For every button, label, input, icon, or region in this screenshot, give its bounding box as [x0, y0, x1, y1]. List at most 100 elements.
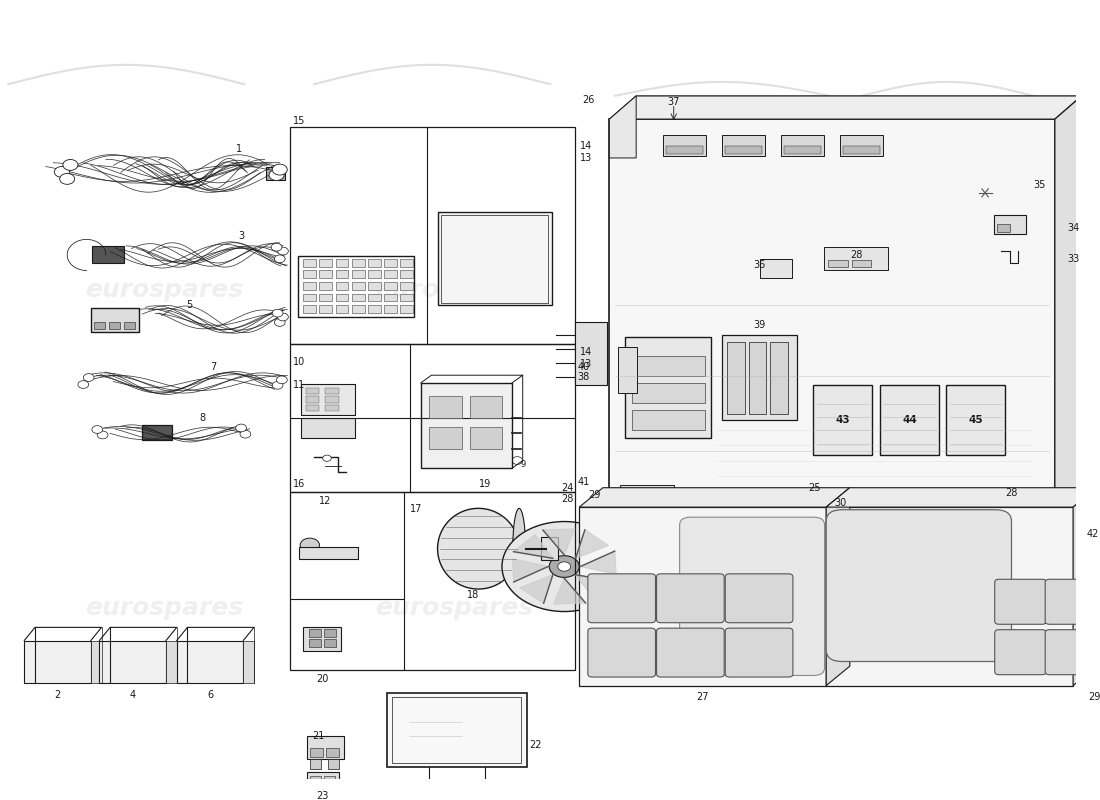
Circle shape [512, 457, 522, 465]
Bar [352, 282, 364, 290]
Bar [631, 383, 705, 402]
FancyBboxPatch shape [994, 630, 1046, 674]
Text: 22: 22 [529, 740, 541, 750]
Bar [319, 306, 332, 313]
Bar [310, 759, 320, 769]
FancyBboxPatch shape [657, 574, 724, 622]
Bar [438, 212, 551, 306]
Bar [722, 134, 764, 157]
Bar [326, 749, 339, 757]
Bar [336, 306, 349, 313]
Bar [70, 658, 79, 663]
Polygon shape [543, 529, 575, 555]
Text: 16: 16 [293, 479, 305, 489]
Bar [310, 749, 322, 757]
Text: eurospares: eurospares [375, 596, 532, 620]
Bar [384, 306, 397, 313]
Circle shape [84, 374, 94, 382]
Circle shape [944, 163, 1026, 222]
Bar [304, 627, 341, 650]
Text: 21: 21 [312, 731, 324, 741]
Bar [298, 257, 414, 317]
Bar [306, 396, 319, 402]
Bar [290, 344, 575, 491]
Text: 4: 4 [130, 690, 135, 700]
Circle shape [972, 183, 998, 202]
Circle shape [270, 170, 284, 181]
Bar [319, 259, 332, 266]
FancyBboxPatch shape [680, 517, 825, 675]
Text: 33: 33 [1068, 254, 1080, 264]
Text: 28: 28 [561, 494, 574, 504]
Bar [470, 427, 503, 449]
Polygon shape [575, 530, 608, 558]
Bar [301, 384, 355, 415]
Polygon shape [514, 534, 553, 558]
Circle shape [958, 174, 1012, 212]
Bar [620, 486, 673, 517]
Text: 15: 15 [293, 116, 305, 126]
Bar [429, 427, 462, 449]
Bar [384, 270, 397, 278]
Bar [45, 669, 54, 674]
Bar [116, 660, 124, 665]
Text: 34: 34 [1068, 222, 1080, 233]
Text: 6: 6 [207, 690, 213, 700]
Polygon shape [581, 551, 616, 574]
Bar [384, 294, 397, 302]
Polygon shape [520, 574, 553, 603]
Bar [631, 356, 705, 375]
Bar [216, 646, 224, 650]
Bar [324, 388, 339, 394]
Text: eurospares: eurospares [696, 278, 855, 302]
Text: 29: 29 [587, 490, 601, 501]
Bar [400, 270, 412, 278]
FancyBboxPatch shape [994, 579, 1046, 624]
Circle shape [502, 522, 627, 611]
FancyBboxPatch shape [725, 574, 793, 622]
Text: 42: 42 [1087, 530, 1099, 539]
Bar [441, 214, 549, 303]
Bar [117, 650, 125, 654]
Bar [231, 662, 240, 666]
Bar [336, 270, 349, 278]
Bar [844, 146, 880, 154]
Circle shape [558, 562, 571, 571]
Bar [324, 405, 339, 411]
Bar [290, 491, 575, 670]
Bar [387, 694, 527, 767]
Text: 31: 31 [807, 560, 820, 570]
Bar [310, 776, 320, 784]
Polygon shape [609, 96, 636, 158]
Circle shape [274, 318, 285, 326]
Circle shape [235, 424, 246, 432]
Text: 29: 29 [1088, 692, 1100, 702]
Text: 19: 19 [478, 479, 492, 489]
Bar [114, 674, 123, 679]
Bar [760, 259, 792, 278]
Bar [367, 270, 381, 278]
Bar [99, 641, 166, 683]
Bar [106, 658, 114, 662]
Text: 37: 37 [668, 97, 680, 107]
Bar [997, 224, 1010, 232]
Bar [323, 639, 336, 646]
Bar [92, 246, 124, 263]
Bar [214, 658, 223, 663]
Text: 10: 10 [293, 357, 305, 367]
Bar [227, 646, 235, 650]
Polygon shape [1074, 488, 1097, 686]
Bar [207, 660, 216, 665]
Circle shape [300, 538, 319, 552]
Bar [993, 214, 1026, 234]
Bar [323, 629, 336, 637]
Bar [725, 146, 762, 154]
Text: 35: 35 [1033, 180, 1046, 190]
Bar [880, 386, 939, 455]
Bar [837, 540, 864, 554]
Circle shape [240, 430, 251, 438]
Bar [309, 639, 320, 646]
Bar [324, 396, 339, 402]
Bar [41, 646, 50, 651]
Text: 14: 14 [581, 142, 593, 151]
